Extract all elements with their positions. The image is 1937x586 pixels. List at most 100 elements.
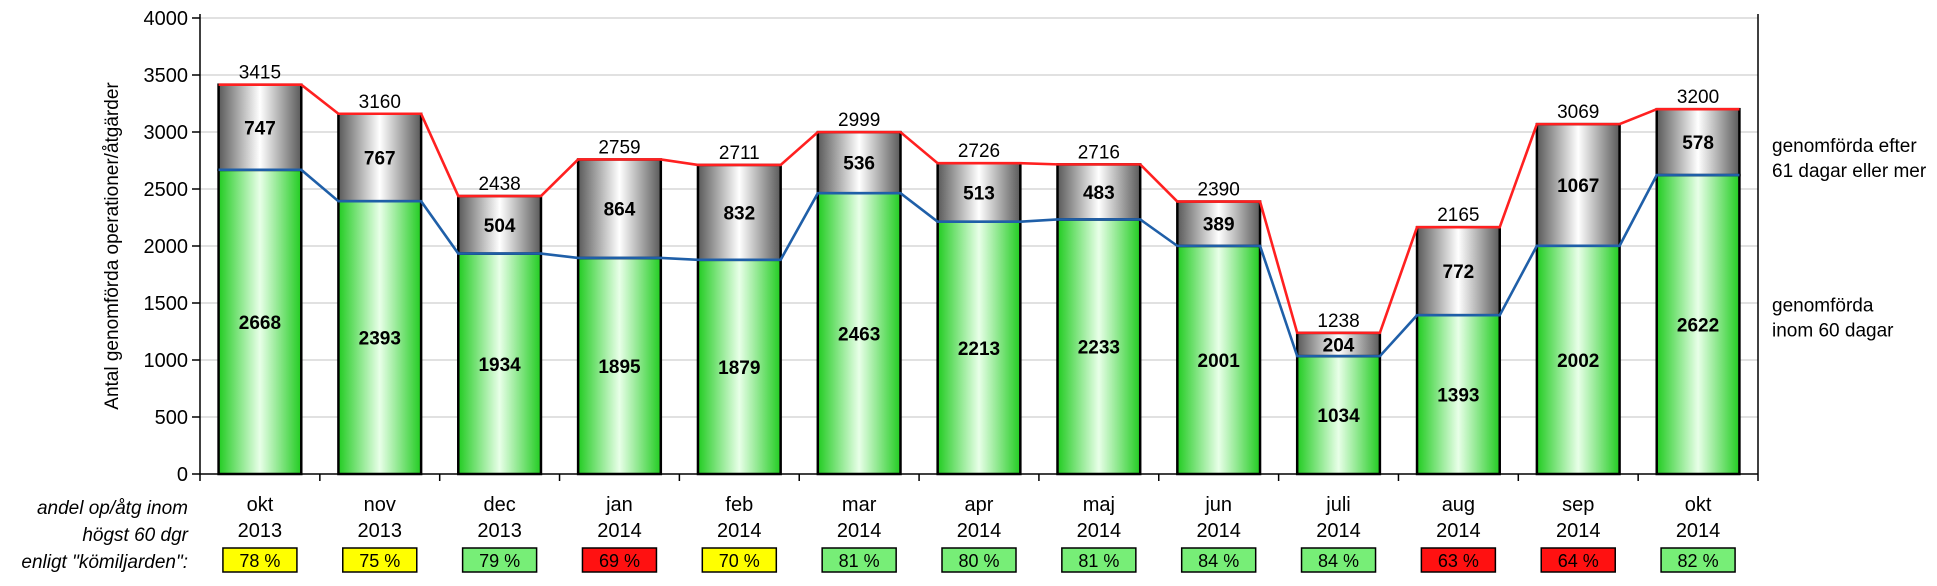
x-tick-label-month: dec	[483, 494, 515, 516]
value-label-within-60: 1879	[718, 358, 760, 379]
total-label: 2716	[1078, 142, 1120, 163]
x-tick-label-month: aug	[1442, 494, 1475, 516]
y-tick-label: 2000	[144, 236, 189, 258]
value-label-after-61: 864	[604, 200, 636, 221]
total-label: 3200	[1677, 87, 1719, 108]
x-tick-label-year: 2013	[238, 520, 283, 542]
value-label-after-61: 772	[1443, 262, 1475, 283]
share-badge-value: 69 %	[599, 551, 640, 571]
value-label-after-61: 1067	[1557, 176, 1599, 197]
bar-segment-within-60	[1415, 313, 1501, 476]
x-tick-label-month: jan	[605, 494, 633, 516]
bar-segment-within-60	[1056, 218, 1142, 476]
bar-segment-after-61	[1415, 225, 1501, 317]
value-label-within-60: 1034	[1317, 406, 1360, 427]
value-label-after-61: 483	[1083, 183, 1115, 204]
bar-segment-within-60	[1655, 173, 1741, 476]
share-badge-value: 79 %	[479, 551, 520, 571]
x-tick-label-month: okt	[1685, 494, 1712, 516]
share-badge-value: 84 %	[1198, 551, 1239, 571]
x-tick-label-month: maj	[1083, 494, 1115, 516]
bar-segment-after-61	[1176, 200, 1262, 248]
bar-segment-within-60	[936, 220, 1022, 476]
x-tick-label-month: juli	[1325, 494, 1350, 516]
share-badge	[342, 547, 418, 573]
x-tick-label-year: 2014	[717, 520, 762, 542]
share-badge-value: 70 %	[719, 551, 760, 571]
y-tick-label: 3000	[144, 122, 189, 144]
x-tick-label-year: 2013	[358, 520, 403, 542]
total-label: 2165	[1437, 205, 1479, 226]
total-label: 3415	[239, 63, 281, 84]
bar-segment-within-60	[696, 258, 782, 476]
x-tick-label-year: 2014	[957, 520, 1002, 542]
value-label-within-60: 2001	[1198, 351, 1241, 372]
value-label-within-60: 2393	[359, 329, 401, 350]
bar-segment-within-60	[1295, 354, 1382, 476]
share-row: 78 % 75 % 79 % 69 % 70 % 81 % 80 % 81 % 84 % 84 %…	[21, 498, 1736, 573]
y-tick-label: 4000	[144, 8, 189, 30]
share-badge	[461, 547, 538, 573]
share-badge-value: 64 %	[1558, 551, 1599, 571]
share-badge	[1420, 547, 1497, 573]
total-label: 2390	[1198, 180, 1240, 201]
value-label-within-60: 2668	[239, 313, 281, 334]
x-tick-label-year: 2014	[597, 520, 642, 542]
y-tick-label: 3500	[144, 65, 189, 87]
value-label-after-61: 767	[364, 148, 396, 169]
value-label-after-61: 389	[1203, 215, 1235, 236]
value-label-after-61: 513	[963, 183, 995, 204]
value-label-after-61: 504	[484, 216, 516, 237]
total-label: 2438	[478, 174, 520, 195]
value-label-within-60: 2002	[1557, 351, 1599, 372]
x-tick-label-month: jun	[1204, 494, 1232, 516]
bar-segment-after-61	[1535, 122, 1621, 248]
share-badge	[1061, 547, 1137, 573]
share-badge-value: 75 %	[359, 551, 400, 571]
value-label-within-60: 2463	[838, 325, 880, 346]
x-tick-label-year: 2014	[1316, 520, 1361, 542]
share-badge	[821, 547, 897, 573]
value-label-within-60: 1393	[1437, 386, 1479, 407]
share-badge-value: 84 %	[1318, 551, 1359, 571]
x-tick-label-year: 2013	[477, 520, 522, 542]
bar-segment-after-61	[1056, 163, 1142, 221]
share-badge-value: 63 %	[1438, 551, 1479, 571]
share-row-label: andel op/åtg inom	[37, 498, 188, 519]
x-tick-label-month: mar	[842, 494, 877, 516]
total-label: 1238	[1317, 311, 1359, 332]
value-label-within-60: 2233	[1078, 338, 1120, 359]
data-labels: 2668 747 3415 2393 767 3160 1934 504 2438 1895 864…	[239, 63, 1719, 427]
bar-segment-within-60	[1535, 244, 1621, 476]
legend: genomförda efter 61 dagar eller mer genomf…	[1772, 136, 1927, 341]
share-badge	[1660, 547, 1736, 573]
y-tick-label: 1000	[144, 350, 189, 372]
bar-segment-after-61	[576, 158, 663, 260]
bar-segment-within-60	[576, 256, 663, 476]
share-badge	[701, 547, 778, 573]
series-lines	[218, 83, 1740, 358]
bars	[217, 83, 1741, 476]
share-badge	[1540, 547, 1616, 573]
legend-entry-within-60: inom 60 dagar	[1772, 321, 1894, 342]
share-badge	[1180, 547, 1257, 573]
share-row-label: högst 60 dgr	[82, 525, 188, 546]
total-label: 3160	[359, 92, 401, 113]
x-tick-label-year: 2014	[1196, 520, 1241, 542]
bar-segment-within-60	[457, 252, 543, 476]
x-tick-label-month: okt	[247, 494, 274, 516]
share-badge-value: 80 %	[958, 551, 999, 571]
total-label: 2711	[719, 143, 760, 164]
value-label-within-60: 1895	[598, 357, 641, 378]
share-badge	[941, 547, 1017, 573]
x-tick-label-month: apr	[965, 494, 994, 516]
x-tick-label-year: 2014	[1556, 520, 1601, 542]
value-label-after-61: 204	[1323, 335, 1355, 356]
legend-entry-after-61: 61 dagar eller mer	[1772, 161, 1927, 182]
x-tick-label-year: 2014	[837, 520, 882, 542]
y-tick-label: 500	[155, 407, 188, 429]
x-tick-label-month: nov	[364, 494, 396, 516]
share-badge-value: 82 %	[1678, 551, 1719, 571]
legend-entry-after-61: genomförda efter	[1772, 136, 1917, 157]
